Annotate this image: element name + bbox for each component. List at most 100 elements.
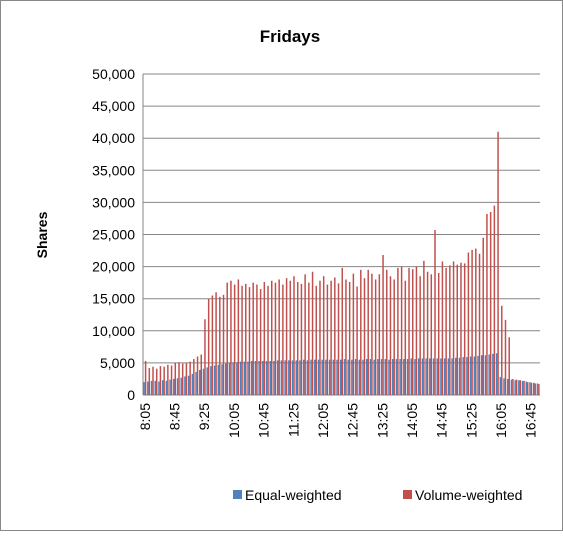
bar [259, 289, 262, 395]
bar [351, 359, 353, 395]
bar [232, 362, 234, 395]
bar [185, 362, 188, 395]
bar [250, 360, 253, 395]
bar [403, 359, 405, 395]
bar [228, 362, 231, 395]
bar [282, 284, 284, 395]
bar [155, 368, 158, 395]
bar [404, 280, 407, 395]
bar [222, 294, 225, 395]
bar [440, 358, 442, 395]
x-tick-label: 12:45 [345, 403, 361, 438]
bar [493, 205, 496, 395]
bar [523, 380, 525, 395]
bar [374, 279, 377, 395]
bar [226, 282, 228, 395]
bar [143, 382, 145, 395]
bar [262, 360, 264, 395]
bar [315, 285, 318, 395]
bar [241, 285, 243, 395]
bar [456, 264, 459, 395]
bar [147, 381, 149, 395]
y-tick-label: 15,000 [92, 291, 135, 307]
bar [423, 260, 425, 395]
bar [367, 269, 369, 395]
bar [195, 371, 197, 395]
bar [284, 360, 286, 395]
bar [406, 359, 409, 395]
bar [451, 358, 453, 395]
bar [532, 382, 535, 395]
bar [510, 379, 513, 395]
legend-label: Volume-weighted [415, 487, 522, 503]
bar [348, 282, 351, 395]
y-axis-label: Shares [34, 211, 50, 258]
bar [265, 360, 268, 395]
bar [481, 355, 483, 395]
bar [369, 359, 372, 395]
bar [173, 378, 175, 395]
bar [336, 359, 338, 395]
bar [347, 359, 349, 395]
bar [310, 359, 312, 395]
x-tick-label: 15:25 [463, 403, 479, 438]
bar [495, 353, 498, 395]
bar [154, 380, 156, 395]
bar [248, 287, 251, 395]
y-tick-label: 35,000 [92, 162, 135, 178]
bar [527, 382, 529, 395]
bar [386, 269, 388, 395]
bar [174, 362, 177, 395]
bar [204, 319, 206, 395]
bar [314, 359, 316, 395]
bar [170, 365, 173, 395]
bar [449, 265, 451, 395]
bar [447, 358, 450, 395]
bar [295, 360, 297, 395]
bar [408, 267, 410, 395]
bar [463, 263, 466, 395]
bar [529, 382, 531, 395]
bar [515, 379, 518, 395]
x-tick-label: 10:45 [256, 403, 272, 438]
bar [193, 359, 195, 395]
bar [196, 356, 199, 395]
bar [161, 380, 164, 395]
bar [499, 377, 502, 395]
bar [334, 277, 336, 395]
bar [256, 284, 258, 395]
bar [317, 359, 320, 395]
legend-label: Equal-weighted [245, 487, 342, 503]
bar [508, 337, 510, 395]
bar [321, 359, 323, 395]
bar [267, 285, 269, 395]
bar [299, 360, 301, 395]
bar [263, 282, 266, 395]
bar [466, 357, 468, 395]
bar [202, 368, 205, 395]
bar [489, 212, 492, 395]
bar [445, 267, 447, 395]
bar [187, 375, 190, 395]
bar [189, 361, 191, 395]
bar [521, 380, 524, 395]
bar [176, 378, 179, 395]
bar [506, 378, 509, 395]
bar [525, 381, 528, 395]
bar [378, 274, 381, 395]
bar [530, 382, 533, 395]
bar [169, 379, 171, 395]
bar [371, 273, 373, 395]
bar [285, 278, 288, 395]
bar [258, 360, 260, 395]
bar [473, 356, 476, 395]
bar [158, 381, 160, 395]
bar [325, 359, 327, 395]
bar [181, 363, 184, 395]
bar [236, 362, 238, 395]
bar [503, 378, 505, 395]
bar [441, 261, 444, 395]
bar [341, 267, 343, 395]
bar [269, 360, 272, 395]
